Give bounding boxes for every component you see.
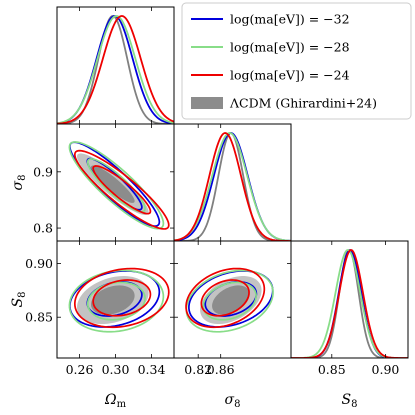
marginal-curve-series-0	[57, 15, 174, 124]
contour-outer-series-1	[68, 269, 165, 333]
x-axis-label-S8: S8	[342, 392, 358, 410]
contour-inner-lcdm	[91, 285, 135, 315]
marginal-curve-series-3	[174, 132, 291, 241]
marginal-curve-series-3	[57, 15, 174, 124]
panel-frame	[290, 240, 409, 359]
marginal-curve-series-0	[174, 132, 291, 241]
contour-outer-series-2	[185, 267, 266, 329]
contour-outer-series-1	[68, 141, 165, 230]
x-tick-label-S8: 0.85	[318, 362, 346, 377]
marginal-curve-series-2	[291, 249, 408, 358]
contour-inner-series-2	[92, 165, 152, 215]
x-axis-label-s8l: σ8	[225, 392, 241, 410]
contour-panel-om-S8	[68, 267, 170, 333]
contour-inner-series-1	[86, 158, 146, 213]
x-tick-label-s8l: 0.82	[184, 362, 212, 377]
contour-outer-series-2	[73, 267, 170, 329]
legend-label-series-3: ΛCDM (Ghirardini+24)	[229, 96, 377, 111]
marginal-curve-series-3	[291, 249, 408, 358]
legend-label-series-0: log(ma[eV]) = −32	[230, 12, 350, 27]
marginal-curve-series-2	[174, 132, 291, 241]
x-tick-label-om: 0.26	[66, 362, 94, 377]
x-tick-label-s8l: 0.86	[207, 362, 235, 377]
y-axis-label-s8l: σ8	[10, 175, 28, 191]
marginal-panel-om	[57, 15, 174, 124]
marginal-panel-S8	[291, 249, 408, 358]
contour-inner-series-2	[92, 279, 152, 317]
contour-inner-lcdm	[91, 165, 135, 203]
contour-panel-om-s8l	[68, 141, 170, 230]
y-tick-label-s8l: 0.8	[33, 221, 53, 236]
panel-frame	[56, 6, 175, 125]
y-tick-label-S8: 0.90	[25, 256, 53, 271]
contour-panel-s8l-S8	[185, 267, 274, 333]
y-axis-label-S8: S8	[10, 292, 28, 308]
contour-inner-series-2	[200, 279, 250, 317]
marginal-panel-s8l	[174, 132, 291, 241]
x-axis-label-om: Ωm	[104, 392, 127, 410]
legend: log(ma[eV]) = −32 log(ma[eV]) = −28 log(ma…	[181, 2, 412, 120]
x-tick-label-S8: 0.90	[372, 362, 400, 377]
marginal-curve-series-1	[174, 132, 291, 241]
contour-inner-series-1	[86, 281, 146, 321]
contour-outer-series-2	[73, 149, 170, 230]
legend-swatch-lcdm	[191, 97, 223, 109]
y-tick-label-s8l: 0.9	[33, 164, 53, 179]
marginal-curve-series-1	[57, 15, 174, 124]
legend-label-series-1: log(ma[eV]) = −28	[230, 40, 350, 55]
legend-label-series-2: log(ma[eV]) = −24	[230, 68, 350, 83]
y-tick-label-S8: 0.85	[25, 310, 53, 325]
marginal-curve-series-0	[291, 249, 408, 358]
marginal-curve-series-2	[57, 15, 174, 124]
x-tick-label-om: 0.34	[138, 362, 166, 377]
x-tick-label-om: 0.30	[102, 362, 130, 377]
marginal-curve-series-1	[291, 249, 408, 358]
